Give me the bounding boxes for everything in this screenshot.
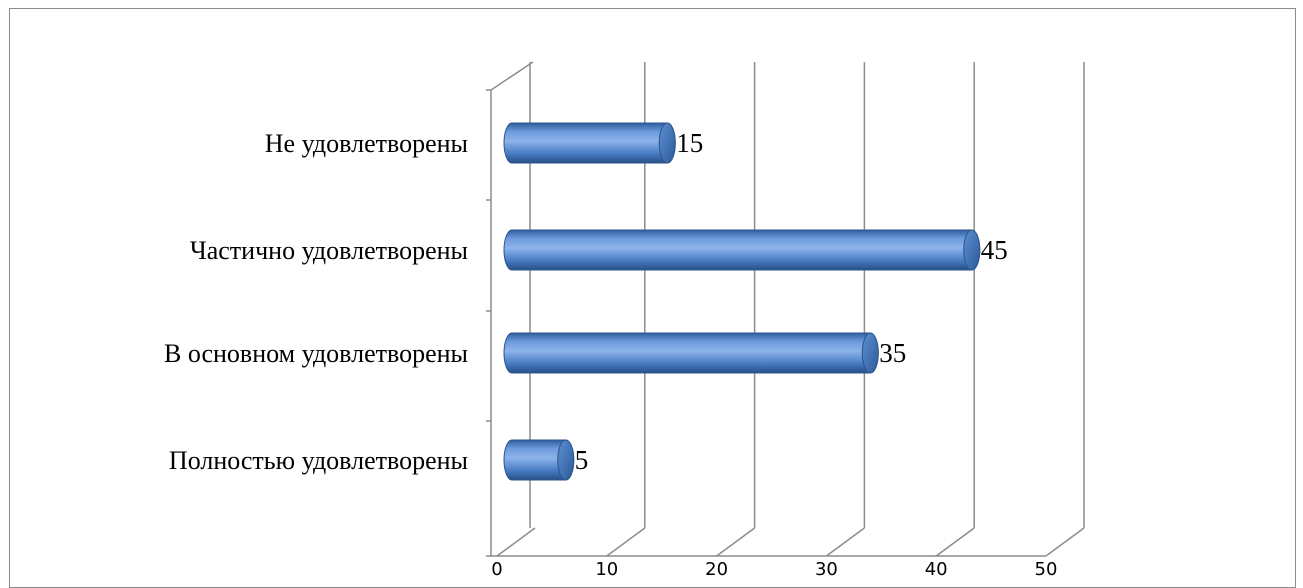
bar xyxy=(503,122,676,164)
floor-diagonal xyxy=(935,527,975,557)
bar xyxy=(503,332,879,374)
x-tick-label: 10 xyxy=(595,559,618,579)
x-tick-label: 40 xyxy=(925,559,948,579)
chart-border xyxy=(9,8,1296,588)
data-label: 35 xyxy=(879,338,906,368)
bar-cap xyxy=(963,229,981,271)
bar xyxy=(503,229,981,271)
x-tick-label: 50 xyxy=(1035,559,1058,579)
floor-diagonal xyxy=(496,527,536,557)
bar-cap xyxy=(861,332,879,374)
bar-cap xyxy=(557,439,575,481)
bar-cap xyxy=(658,122,676,164)
floor-diagonal xyxy=(1045,527,1085,557)
wall-top-diagonal xyxy=(490,61,534,91)
category-label: В основном удовлетворены xyxy=(164,339,468,368)
x-tick-label: 20 xyxy=(705,559,728,579)
bar xyxy=(503,439,575,481)
x-tick-label: 0 xyxy=(491,559,502,579)
data-label: 45 xyxy=(981,235,1008,265)
category-label: Не удовлетворены xyxy=(265,129,468,158)
data-label: 5 xyxy=(575,445,589,475)
floor-diagonal xyxy=(825,527,865,557)
bar-body xyxy=(503,332,879,374)
category-label: Полностью удовлетворены xyxy=(169,446,468,475)
labels: 0 10 20 30 40 50 15 Не удовлетворены 45 Частично … xyxy=(164,128,1057,579)
x-tick-label: 30 xyxy=(815,559,838,579)
floor-diagonal xyxy=(606,527,646,557)
bar-body xyxy=(503,122,676,164)
category-label: Частично удовлетворены xyxy=(190,236,468,265)
bars xyxy=(503,122,981,481)
data-label: 15 xyxy=(676,128,703,158)
floor-diagonal xyxy=(716,527,756,557)
bar-body xyxy=(503,229,981,271)
